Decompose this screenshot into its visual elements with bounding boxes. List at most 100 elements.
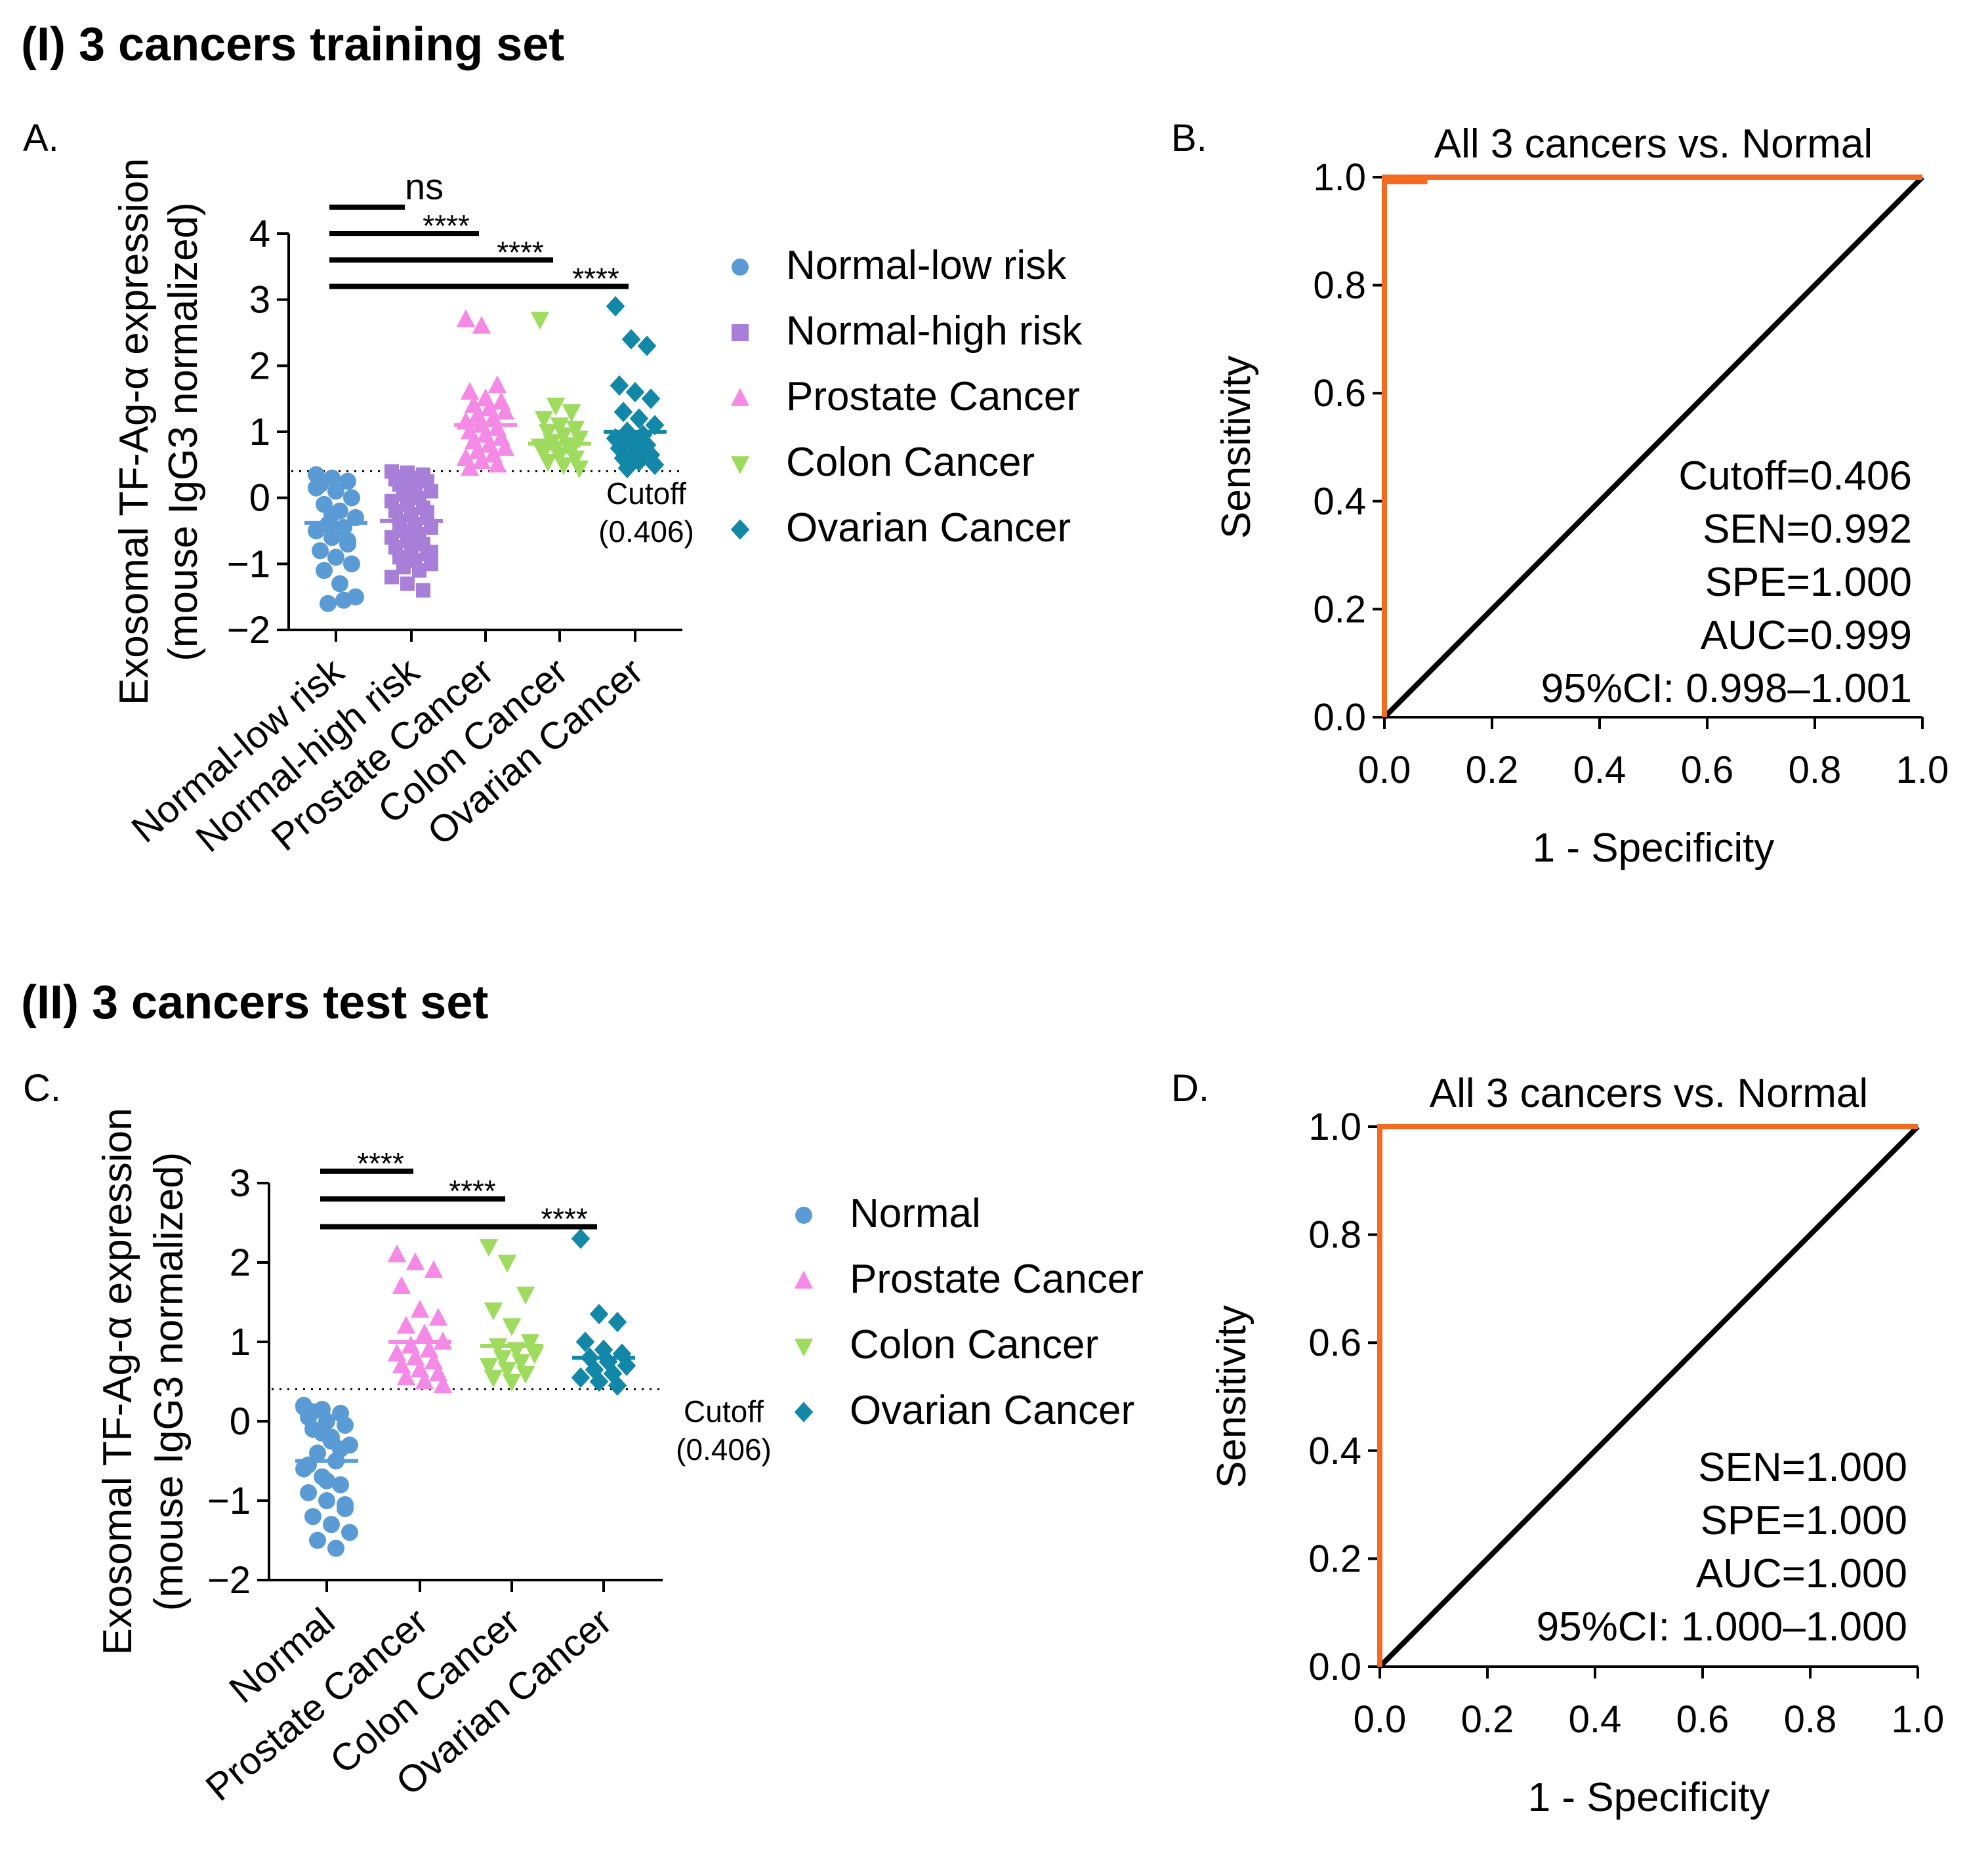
y-tick-label: 0.0	[1313, 696, 1366, 739]
data-point-colon-cancer	[570, 430, 589, 449]
data-point-prostate-cancer	[415, 1324, 434, 1342]
data-point-normal-high-risk	[424, 484, 438, 499]
data-point-ovarian-cancer	[613, 402, 633, 423]
y-axis-label-2: (mouse IgG3 normalized)	[146, 1152, 192, 1612]
panel-c-scatter: C. −2 −1 0 1 2 3 Normal Prostate Cancer Colon Can…	[23, 1067, 1144, 1809]
data-point-normal-high-risk	[424, 545, 438, 560]
data-point-normal-low-risk	[323, 505, 341, 523]
x-tick-label: 0.6	[1676, 1698, 1730, 1741]
data-point-normal-low-risk	[343, 555, 360, 573]
data-point-prostate-cancer	[396, 1316, 416, 1334]
data-point-prostate-cancer	[456, 309, 476, 327]
roc-curve	[1377, 1124, 1918, 1667]
data-point-ovarian-cancer	[621, 431, 641, 452]
y-tick-label: 3	[230, 1162, 251, 1205]
legend-label-normal-high-risk: Normal-high risk	[786, 308, 1083, 354]
data-point-colon-cancer	[520, 1334, 540, 1352]
data-point-colon-cancer	[493, 1350, 512, 1368]
legend-marker-prostate-cancer	[730, 388, 750, 406]
data-point-colon-cancer	[554, 427, 573, 446]
data-point-ovarian-cancer	[589, 1371, 609, 1392]
data-point-prostate-cancer	[396, 1367, 416, 1386]
significance-label: ****	[541, 1202, 588, 1236]
data-point-normal	[300, 1456, 317, 1474]
y-tick-label: 2	[230, 1241, 251, 1284]
data-point-prostate-cancer	[460, 457, 480, 476]
data-point-normal-high-risk	[408, 532, 423, 547]
data-point-normal	[323, 1432, 340, 1450]
data-point-normal	[337, 1496, 354, 1514]
stat-label: SPE=1.000	[1701, 1498, 1907, 1543]
data-point-colon-cancer	[516, 1286, 535, 1304]
data-point-ovarian-cancer	[645, 415, 665, 436]
panel-label: D.	[1171, 1067, 1209, 1110]
data-point-ovarian-cancer	[610, 438, 629, 459]
legend-label-normal: Normal	[850, 1191, 981, 1236]
data-point-ovarian-cancer	[629, 408, 649, 429]
data-point-normal-low-risk	[339, 472, 356, 490]
data-point-colon-cancer	[484, 1369, 503, 1388]
y-tick-label: 0.6	[1313, 372, 1366, 415]
legend-marker-normal-high-risk	[732, 324, 749, 341]
data-point-colon-cancer	[566, 421, 585, 439]
x-tick-label: 0.6	[1681, 749, 1734, 791]
data-point-ovarian-cancer	[625, 382, 645, 403]
legend-label-colon-cancer: Colon Cancer	[786, 440, 1035, 485]
data-point-colon-cancer	[479, 1239, 499, 1257]
x-tick-label: 0.0	[1354, 1698, 1407, 1741]
data-point-colon-cancer	[546, 398, 566, 416]
y-tick-label: 0.6	[1308, 1322, 1361, 1364]
y-tick-label: −1	[227, 543, 270, 585]
data-point-ovarian-cancer	[606, 428, 625, 449]
panel-label: B.	[1171, 117, 1207, 159]
data-point-colon-cancer	[538, 453, 558, 472]
cutoff-label: Cutoff	[684, 1394, 764, 1428]
data-point-normal	[300, 1484, 317, 1501]
data-point-normal-low-risk	[316, 562, 333, 579]
data-point-prostate-cancer	[495, 402, 515, 420]
data-point-colon-cancer	[511, 1354, 531, 1372]
data-point-normal	[318, 1472, 335, 1490]
y-axis-label: Exosomal TF-Ag-α expression	[112, 158, 157, 705]
legend-marker-normal-low-risk	[732, 259, 749, 276]
data-point-colon-cancer	[502, 1373, 522, 1392]
section2-title: (II) 3 cancers test set	[21, 976, 488, 1029]
cutoff-value-label: (0.406)	[676, 1432, 772, 1467]
data-point-prostate-cancer	[433, 1375, 453, 1394]
y-tick-label: 0.8	[1313, 264, 1366, 307]
data-point-ovarian-cancer	[575, 1331, 595, 1352]
section1-title: (I) 3 cancers training set	[21, 18, 564, 71]
data-point-colon-cancer	[534, 444, 554, 462]
legend-label-ovarian-cancer: Ovarian Cancer	[850, 1388, 1134, 1433]
chart-title: All 3 cancers vs. Normal	[1434, 121, 1873, 167]
data-point-normal	[304, 1508, 321, 1526]
data-point-ovarian-cancer	[612, 1343, 632, 1364]
data-point-ovarian-cancer	[641, 444, 661, 465]
data-point-ovarian-cancer	[641, 388, 661, 409]
y-tick-label: −2	[227, 609, 270, 652]
stat-label: SEN=1.000	[1698, 1445, 1907, 1490]
data-point-prostate-cancer	[424, 1260, 444, 1278]
data-point-prostate-cancer	[387, 1244, 407, 1262]
panel-b-roc: B. All 3 cancers vs. Normal 0.0 0.0 0.2 0.2 0.…	[1171, 117, 1949, 871]
data-point-colon-cancer	[530, 312, 550, 330]
x-tick-label: 0.8	[1789, 749, 1842, 791]
roc-curve	[1382, 175, 1922, 717]
data-point-normal	[332, 1476, 349, 1493]
y-axis-label: Sensitivity	[1214, 356, 1259, 539]
data-point-normal	[337, 1417, 354, 1434]
data-point-ovarian-cancer	[613, 448, 633, 469]
legend-marker-ovarian-cancer	[794, 1402, 814, 1423]
data-point-normal-high-risk	[404, 482, 419, 497]
data-point-ovarian-cancer	[608, 1375, 627, 1396]
data-point-colon-cancer	[554, 457, 573, 475]
data-point-normal	[309, 1532, 326, 1549]
data-point-colon-cancer	[479, 1358, 499, 1376]
data-point-normal-low-risk	[327, 549, 344, 566]
data-point-normal-low-risk	[308, 522, 325, 539]
data-point-colon-cancer	[516, 1365, 535, 1384]
legend-label-colon-cancer: Colon Cancer	[850, 1322, 1098, 1367]
stat-label: AUC=1.000	[1696, 1551, 1907, 1596]
y-tick-label: 0.2	[1308, 1537, 1361, 1580]
data-point-normal-high-risk	[384, 570, 399, 585]
